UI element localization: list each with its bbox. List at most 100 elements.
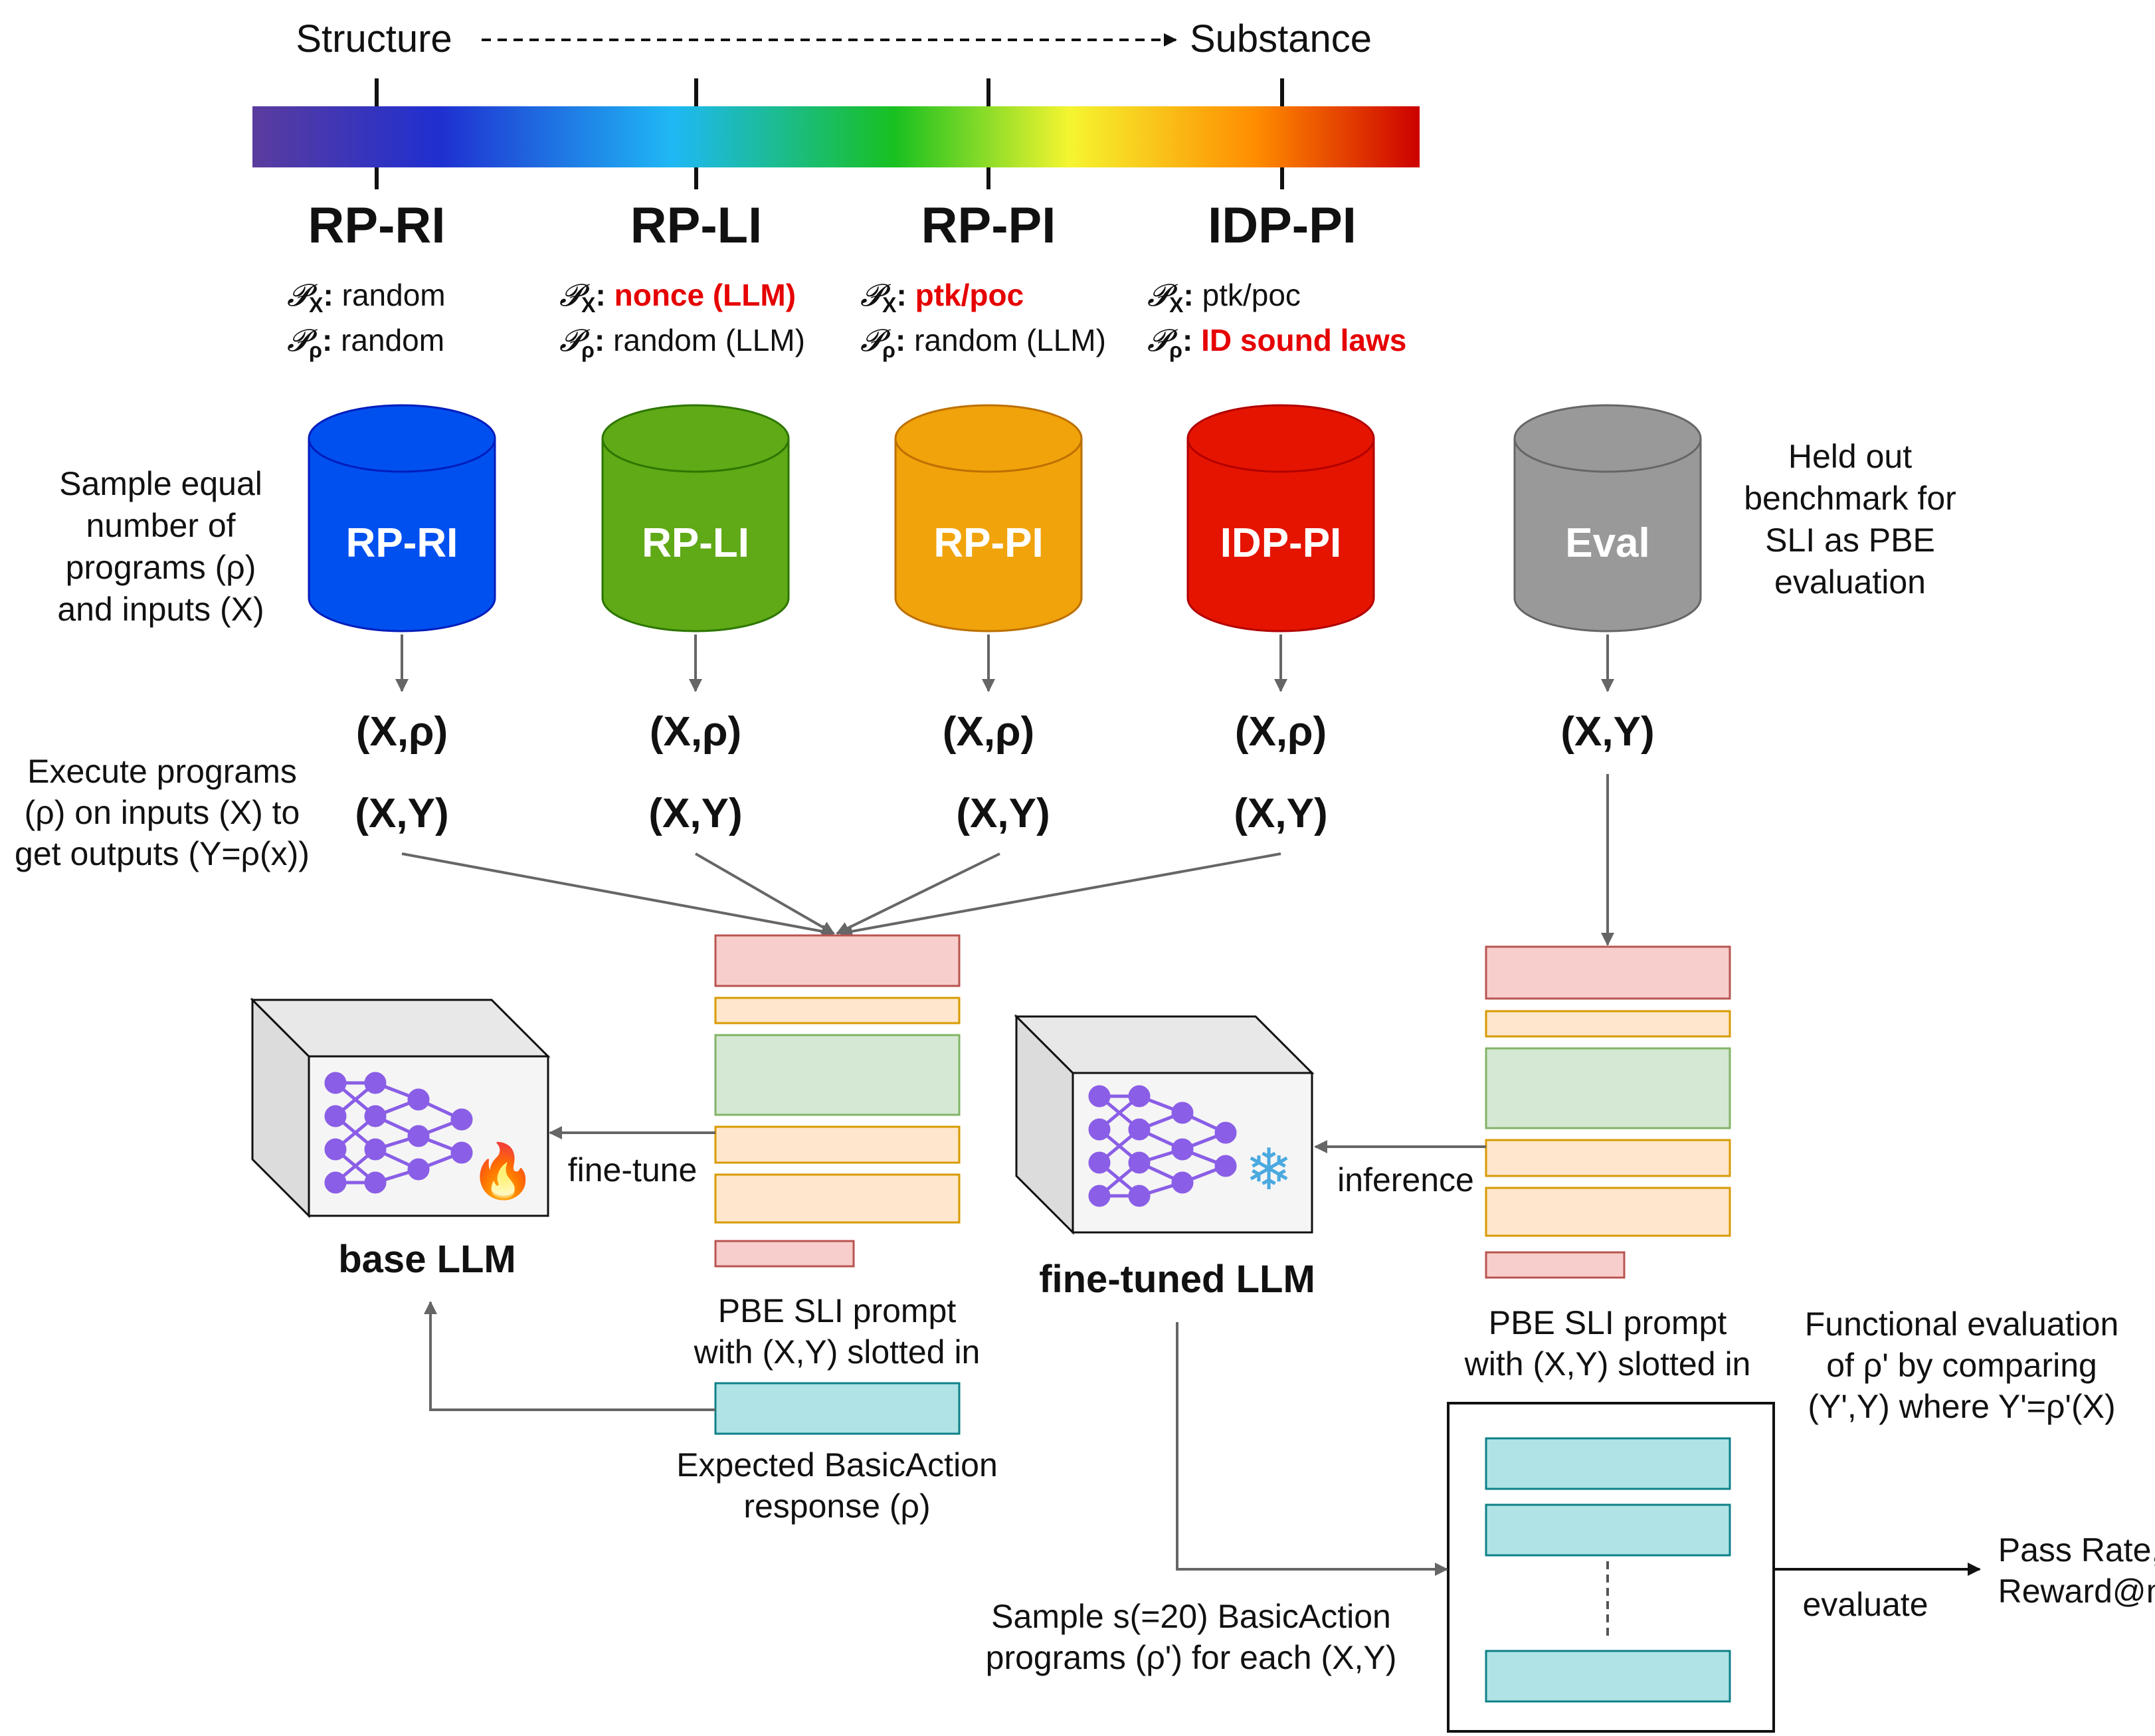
pairs-x-y: (X,Y) (X,Y) (X,Y) (X,Y): [355, 791, 1327, 836]
database-eval: Eval: [1513, 404, 1702, 632]
pair-label: (X,Y): [1234, 791, 1327, 836]
eval-prompt-stack: [1485, 945, 1731, 1279]
finetuned-llm-label: fine-tuned LLM: [1039, 1258, 1315, 1301]
training-prompt-caption-1: PBE SLI prompt: [718, 1292, 957, 1329]
converging-arrows: [401, 774, 1614, 946]
note-line: and inputs (X): [57, 591, 264, 628]
base-llm-box: 🔥: [250, 997, 551, 1218]
database-rp-ri: RP-RI: [308, 404, 496, 632]
px-subscript: X: [1169, 293, 1184, 317]
pair-label: (X,Y): [648, 791, 742, 836]
note-line: Functional evaluation: [1805, 1305, 2119, 1343]
finetune-label: fine-tune: [568, 1151, 698, 1189]
pair-label: (X,ρ): [650, 709, 741, 755]
execute-note: Execute programs (ρ) on inputs (X) to ge…: [15, 753, 310, 872]
condition-specs-idp-pi: 𝓟X: ptk/poc 𝓟ρ: ID sound laws: [1147, 278, 1406, 362]
svg-text:𝓟ρ: random (LLM): 𝓟ρ: random (LLM): [559, 323, 805, 362]
prho-subscript: ρ: [581, 338, 595, 362]
eval-prompt-caption-1: PBE SLI prompt: [1489, 1304, 1727, 1341]
scale-ticks: [375, 78, 1284, 189]
condition-specs-rp-pi: 𝓟X: ptk/poc 𝓟ρ: random (LLM): [860, 278, 1106, 362]
svg-text:𝓟X: ptk/poc: 𝓟X: ptk/poc: [1147, 278, 1301, 317]
note-line: evaluation: [1774, 563, 1926, 601]
heldout-note: Held out benchmark for SLI as PBE evalua…: [1744, 438, 1956, 601]
svg-text:𝓟ρ: random (LLM): 𝓟ρ: random (LLM): [860, 323, 1106, 362]
scale-left-label: Structure: [296, 17, 452, 60]
condition-specs-rp-li: 𝓟X: nonce (LLM) 𝓟ρ: random (LLM): [559, 278, 805, 362]
pair-label: (X,ρ): [943, 709, 1034, 755]
note-line: number of: [86, 507, 235, 544]
sampling-caption-2: programs (ρ') for each (X,Y): [986, 1639, 1397, 1676]
prho-value: random: [341, 323, 444, 357]
note-line: Execute programs: [27, 753, 297, 790]
condition-title-rp-pi: RP-PI: [921, 197, 1056, 254]
sampling-caption-1: Sample s(=20) BasicAction: [991, 1598, 1391, 1635]
condition-title-idp-pi: IDP-PI: [1208, 197, 1357, 254]
svg-text:𝓟X: nonce (LLM): 𝓟X: nonce (LLM): [559, 278, 796, 317]
finetuned-llm-box: ❄: [1014, 1014, 1315, 1235]
px-subscript: X: [882, 293, 897, 317]
sampling-note: Sample equal number of programs (ρ) and …: [57, 465, 264, 628]
database-rp-li: RP-LI: [601, 404, 790, 632]
response-to-base-arrow: [424, 1301, 715, 1411]
note-line: (Y',Y) where Y'=ρ'(X): [1808, 1388, 2115, 1425]
pairs-x-rho: (X,ρ) (X,ρ) (X,ρ) (X,ρ) (X,Y): [356, 709, 1655, 755]
eval-prompt-caption-2: with (X,Y) slotted in: [1464, 1345, 1751, 1383]
database-label: IDP-PI: [1220, 520, 1342, 566]
pair-label: (X,ρ): [356, 709, 448, 755]
prho-subscript: ρ: [309, 338, 322, 362]
expected-response-caption-1: Expected BasicAction: [676, 1446, 998, 1484]
prho-value: random (LLM): [914, 323, 1106, 357]
neural-network-icon: [1088, 1085, 1237, 1207]
expected-response-block: [714, 1382, 961, 1435]
database-label: RP-PI: [933, 520, 1043, 566]
note-line: SLI as PBE: [1765, 522, 1935, 559]
structure-substance-gradient-bar: [252, 106, 1420, 167]
database-rp-pi: RP-PI: [894, 404, 1083, 632]
svg-text:𝓟X: ptk/poc: 𝓟X: ptk/poc: [860, 278, 1024, 317]
pair-label: (X,ρ): [1235, 709, 1327, 755]
sampled-program-blocks: [1485, 1437, 1731, 1703]
pair-label: (X,Y): [355, 791, 448, 836]
prho-value: ID sound laws: [1201, 323, 1406, 357]
pair-label: (X,Y): [1560, 709, 1654, 755]
training-prompt-caption-2: with (X,Y) slotted in: [694, 1333, 981, 1371]
note-line: programs (ρ): [66, 549, 256, 586]
note-line: (ρ) on inputs (X) to: [25, 794, 300, 831]
functional-eval-note: Functional evaluation of ρ' by comparing…: [1805, 1305, 2119, 1425]
px-value: random: [342, 278, 446, 312]
sampling-arrow: [1176, 1322, 1448, 1576]
training-prompt-stack: [714, 934, 961, 1268]
evaluate-label: evaluate: [1802, 1586, 1928, 1623]
condition-title-rp-ri: RP-RI: [308, 197, 446, 254]
database-label: RP-RI: [346, 520, 458, 566]
note-line: get outputs (Y=ρ(x)): [15, 835, 310, 872]
snowflake-icon: ❄: [1245, 1138, 1293, 1202]
database-output-arrows: [395, 634, 1614, 692]
base-llm-label: base LLM: [338, 1238, 516, 1281]
px-value: ptk/poc: [915, 278, 1024, 312]
fire-icon: 🔥: [470, 1141, 536, 1201]
condition-title-rp-li: RP-LI: [630, 197, 762, 254]
prho-value: random (LLM): [613, 323, 805, 357]
note-line: benchmark for: [1744, 480, 1956, 517]
px-value: ptk/poc: [1202, 278, 1301, 312]
prho-subscript: ρ: [1169, 338, 1182, 362]
database-label: Eval: [1565, 520, 1650, 566]
note-line: of ρ' by comparing: [1826, 1347, 2097, 1384]
note-line: Held out: [1788, 438, 1912, 475]
px-subscript: X: [581, 293, 596, 317]
svg-text:𝓟ρ: random: 𝓟ρ: random: [287, 323, 444, 362]
result-label-1: Pass Rate,: [1998, 1531, 2155, 1569]
database-idp-pi: IDP-PI: [1186, 404, 1375, 632]
px-value: nonce (LLM): [614, 278, 796, 312]
px-subscript: X: [309, 293, 324, 317]
expected-response-caption-2: response (ρ): [743, 1488, 930, 1525]
database-label: RP-LI: [642, 520, 749, 566]
pair-label: (X,Y): [956, 791, 1050, 836]
note-line: Sample equal: [59, 465, 262, 502]
svg-text:𝓟ρ: ID sound laws: 𝓟ρ: ID sound laws: [1147, 323, 1406, 362]
svg-text:𝓟X: random: 𝓟X: random: [287, 278, 446, 317]
